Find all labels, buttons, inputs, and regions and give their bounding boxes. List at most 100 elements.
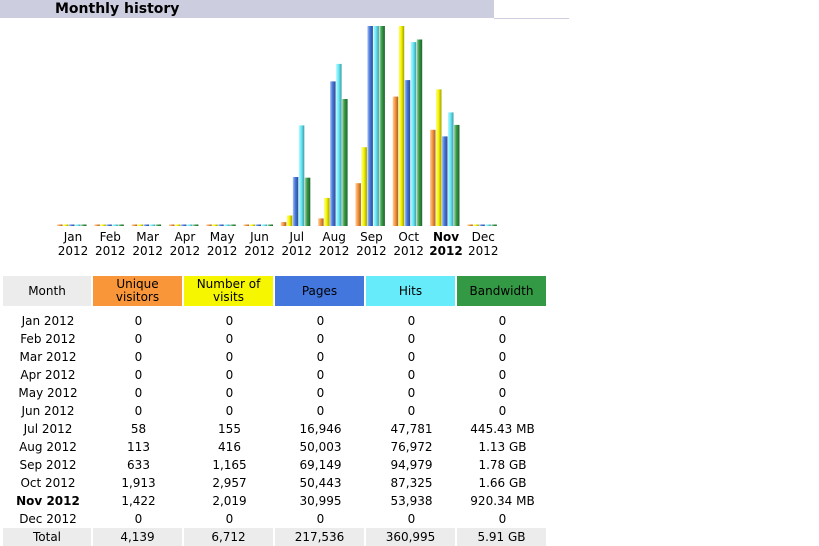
x-label-month: Dec: [471, 230, 495, 244]
row-month: May 2012: [18, 386, 78, 400]
row-month: Jun 2012: [21, 404, 75, 418]
row-hits: 87,325: [390, 476, 433, 490]
bar-hits-jul: [298, 125, 305, 226]
bar-pages-jun: [255, 224, 261, 226]
x-label-month: Aug: [322, 230, 346, 244]
header-divider: [494, 18, 569, 19]
row-unique: 633: [127, 458, 150, 472]
row-month: Jul 2012: [23, 422, 73, 436]
x-label-month: Apr: [174, 230, 196, 244]
table-row: Apr 2012 0 0 0 0 0: [3, 366, 548, 384]
bar-bandwidth-sep: [379, 26, 385, 226]
row-pages: 69,149: [299, 458, 342, 472]
col-header-month: Month: [3, 276, 93, 306]
bar-hits-mar: [149, 224, 156, 226]
x-label-year: 2012: [318, 244, 350, 258]
monthly-stats-table: Month Unique visitors Number of visits Pag…: [3, 276, 548, 546]
x-label-mar: Mar 2012: [129, 230, 167, 258]
bar-unique-jun: [243, 224, 249, 226]
bar-pages-sep: [367, 26, 373, 226]
x-label-month: Jan: [63, 230, 83, 244]
row-unique: 0: [134, 386, 143, 400]
row-hits: 0: [407, 314, 416, 328]
x-label-year: 2012: [356, 244, 387, 258]
row-bandwidth: 1.78 GB: [478, 458, 527, 472]
row-bandwidth: 0: [498, 314, 507, 328]
x-label-month: Mar: [136, 230, 159, 244]
x-label-year: 2012: [206, 244, 238, 258]
x-label-aug: Aug 2012: [315, 230, 353, 258]
bar-bandwidth-oct: [416, 39, 423, 226]
row-visits: 1,165: [212, 458, 247, 472]
total-visits: 6,712: [184, 528, 275, 546]
row-pages: 0: [316, 512, 325, 526]
row-bandwidth: 920.34 MB: [470, 494, 535, 508]
row-unique: 1,913: [121, 476, 156, 490]
row-visits: 0: [225, 368, 234, 382]
row-pages: 0: [316, 314, 325, 328]
x-label-apr: Apr 2012: [166, 230, 204, 258]
table-row: Oct 2012 1,913 2,957 50,443 87,325 1.66 GB: [3, 474, 548, 492]
row-hits: 0: [407, 350, 416, 364]
bar-unique-apr: [168, 224, 175, 226]
row-visits: 2,019: [212, 494, 247, 508]
x-label-sep: Sep 2012: [352, 230, 390, 258]
bar-bandwidth-jun: [267, 224, 273, 226]
row-visits: 0: [225, 332, 234, 346]
bar-pages-may: [218, 224, 224, 226]
bar-bandwidth-mar: [155, 224, 162, 226]
bar-pages-mar: [143, 224, 150, 226]
row-unique: 0: [134, 368, 143, 382]
row-unique: 0: [134, 332, 143, 346]
bar-pages-aug: [330, 81, 336, 227]
x-label-year: 2012: [281, 244, 313, 258]
bar-bandwidth-apr: [192, 224, 199, 226]
bar-hits-may: [224, 224, 230, 226]
row-pages: 0: [316, 350, 325, 364]
row-unique: 1,422: [121, 494, 156, 508]
x-label-year: 2012: [429, 244, 463, 258]
bar-hits-nov: [448, 112, 454, 226]
bar-visits-aug: [324, 197, 330, 226]
x-label-dec: Dec 2012: [464, 230, 502, 258]
table-row: Mar 2012 0 0 0 0 0: [3, 348, 548, 366]
table-row: Sep 2012 633 1,165 69,149 94,979 1.78 GB: [3, 456, 548, 474]
x-label-year: 2012: [468, 244, 499, 258]
row-month: Aug 2012: [19, 440, 77, 454]
row-pages: 0: [316, 368, 325, 382]
x-label-month: Feb: [99, 230, 121, 244]
total-bandwidth: 5.91 GB: [457, 528, 548, 546]
x-label-month: May: [209, 230, 235, 244]
row-hits: 53,938: [390, 494, 433, 508]
bar-pages-feb: [106, 224, 112, 226]
row-pages: 0: [316, 332, 325, 346]
bar-visits-may: [212, 224, 218, 226]
row-visits: 0: [225, 512, 234, 526]
x-label-may: May 2012: [203, 230, 241, 258]
table-row: Feb 2012 0 0 0 0 0: [3, 330, 548, 348]
bar-unique-nov: [430, 129, 436, 226]
row-unique: 0: [134, 512, 143, 526]
col-header-bandwidth: Bandwidth: [457, 276, 548, 306]
x-label-year: 2012: [57, 244, 89, 258]
row-visits: 0: [225, 386, 234, 400]
row-unique: 113: [127, 440, 150, 454]
bar-visits-nov: [436, 89, 442, 227]
row-pages: 30,995: [299, 494, 342, 508]
bar-visits-jan: [63, 224, 69, 226]
bar-bandwidth-aug: [342, 99, 348, 226]
row-hits: 94,979: [390, 458, 433, 472]
bar-pages-jan: [69, 224, 75, 226]
total-hits: 360,995: [366, 528, 457, 546]
row-hits: 0: [407, 368, 416, 382]
row-pages: 16,946: [299, 422, 342, 436]
col-header-pages: Pages: [275, 276, 366, 306]
row-visits: 416: [218, 440, 241, 454]
x-label-jun: Jun 2012: [241, 230, 279, 258]
row-pages: 0: [316, 404, 325, 418]
row-bandwidth: 0: [498, 404, 507, 418]
row-bandwidth: 445.43 MB: [470, 422, 535, 436]
x-label-month: Jun: [250, 230, 269, 244]
bar-hits-jan: [75, 224, 81, 226]
col-header-number-of-visits: Number of visits: [184, 276, 275, 306]
